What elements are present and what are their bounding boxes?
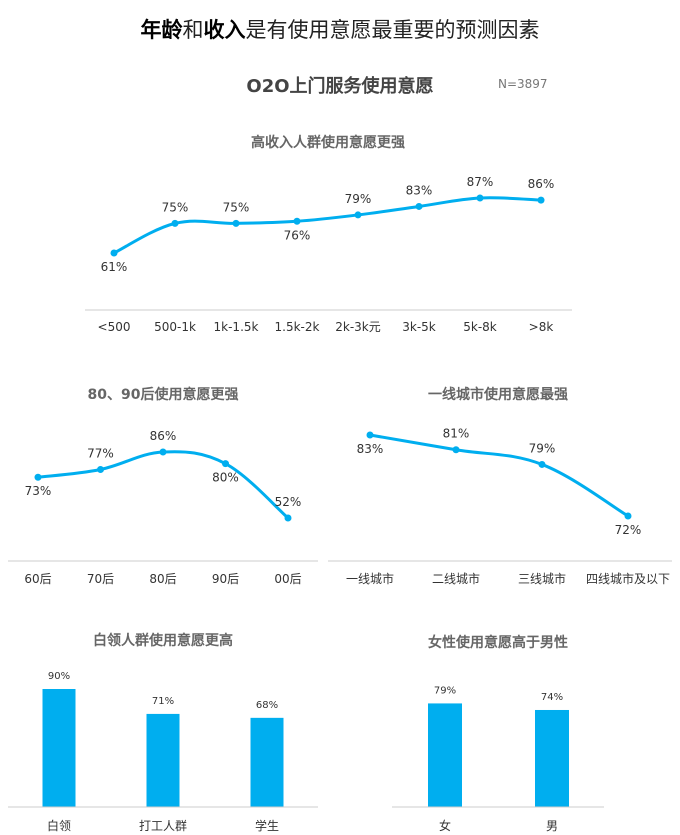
data-point: [222, 460, 229, 468]
x-tick-label: 二线城市: [432, 571, 480, 586]
x-tick-label: 1k-1.5k: [214, 320, 259, 334]
bar-value-label: 79%: [434, 685, 456, 696]
x-tick-label: 男: [546, 819, 558, 833]
x-tick-label: 四线城市及以下: [586, 571, 670, 586]
bar: [535, 709, 569, 807]
income-line-chart: 高收入人群使用意愿更强 61% <500 75% 500-1k 75% 1k-1.5k 76%…: [85, 134, 572, 334]
data-label: 83%: [406, 183, 433, 197]
data-point: [110, 249, 118, 257]
data-point: [624, 512, 632, 520]
bar: [428, 703, 462, 807]
data-point: [452, 446, 460, 454]
x-tick-label: 学生: [255, 818, 279, 833]
data-point: [293, 217, 301, 225]
data-label: 86%: [528, 177, 555, 191]
data-point: [34, 473, 42, 481]
x-tick-label: 白领: [47, 818, 71, 833]
chart-title: 80、90后使用意愿更强: [88, 386, 239, 403]
page-headline: 年龄和收入是有使用意愿最重要的预测因素: [0, 14, 680, 44]
data-label: 77%: [87, 446, 114, 460]
series-line: [369, 433, 629, 518]
bar-value-label: 90%: [48, 671, 70, 682]
bar-value-label: 68%: [256, 700, 278, 711]
data-label: 75%: [162, 200, 189, 214]
x-tick-label: 3k-5k: [402, 320, 436, 334]
x-tick-label: 一线城市: [346, 571, 394, 586]
data-label: 80%: [212, 471, 239, 485]
sample-size-label: N=3897: [498, 77, 548, 91]
x-tick-label: 80后: [149, 572, 176, 586]
chart-title: 高收入人群使用意愿更强: [251, 134, 405, 151]
headline-part: 和: [182, 18, 204, 42]
bar: [42, 689, 76, 807]
headline-part: 年龄: [140, 18, 183, 42]
data-point: [232, 219, 240, 227]
bar: [250, 717, 284, 807]
x-tick-label: <500: [98, 320, 131, 334]
x-tick-label: 00后: [274, 572, 301, 586]
chart-title: 女性使用意愿高于男性: [428, 634, 568, 651]
bar: [146, 713, 180, 807]
data-point: [159, 448, 167, 456]
data-label: 76%: [284, 228, 311, 242]
x-tick-label: 打工人群: [139, 819, 187, 833]
headline-part: 收入: [203, 18, 246, 42]
data-point: [538, 460, 546, 468]
chart-title: 白领人群使用意愿更高: [93, 632, 233, 649]
x-tick-label: >8k: [529, 320, 554, 334]
data-label: 73%: [25, 484, 52, 498]
data-point: [171, 219, 179, 227]
data-point: [537, 196, 545, 204]
data-point: [97, 465, 104, 473]
data-point: [354, 211, 362, 219]
x-tick-label: 5k-8k: [463, 320, 497, 334]
x-tick-label: 2k-3k元: [335, 320, 381, 334]
data-label: 72%: [615, 523, 642, 537]
x-tick-label: 女: [439, 818, 451, 833]
data-point: [476, 194, 484, 202]
city-line-chart: 一线城市使用意愿最强 83% 一线城市 81% 二线城市 79% 三线城市 72% 四线城市及以…: [328, 386, 672, 586]
data-label: 52%: [275, 495, 302, 509]
chart-title: 一线城市使用意愿最强: [428, 386, 568, 403]
data-label: 79%: [345, 192, 372, 206]
data-label: 79%: [529, 441, 556, 455]
data-point: [284, 514, 292, 522]
bar-value-label: 71%: [152, 696, 174, 707]
data-label: 61%: [101, 260, 128, 274]
bar-value-label: 74%: [541, 692, 563, 703]
data-point: [415, 202, 423, 210]
main-chart-title: O2O上门服务使用意愿: [246, 76, 434, 97]
data-point: [366, 431, 374, 439]
headline-part: 是有使用意愿最重要的预测因素: [245, 18, 540, 42]
data-label: 86%: [150, 429, 177, 443]
data-label: 87%: [467, 175, 494, 189]
age-line-chart: 80、90后使用意愿更强 73% 60后 77% 70后 86% 80后 80% 90后 52% 0…: [8, 386, 318, 586]
data-label: 81%: [443, 427, 470, 441]
x-tick-label: 60后: [24, 572, 51, 586]
x-tick-label: 1.5k-2k: [275, 320, 320, 334]
data-label: 75%: [223, 200, 250, 214]
x-tick-label: 70后: [87, 572, 114, 586]
x-tick-label: 三线城市: [518, 571, 566, 586]
x-tick-label: 500-1k: [154, 320, 196, 334]
data-label: 83%: [357, 442, 384, 456]
x-tick-label: 90后: [212, 572, 239, 586]
